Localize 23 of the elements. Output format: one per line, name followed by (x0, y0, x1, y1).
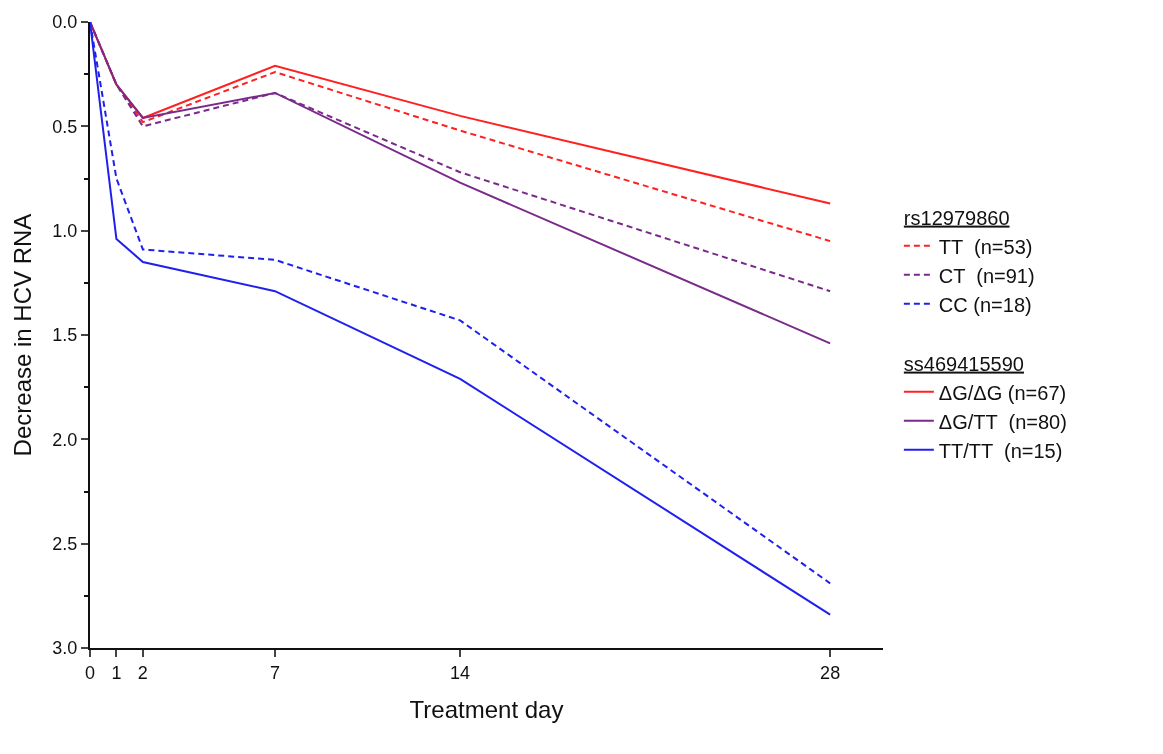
y-tick-label: 3.0 (52, 638, 78, 659)
legend-label: TT/TT (n=15) (938, 439, 1063, 462)
x-tick-label: 2 (137, 662, 148, 683)
y-axis-title: Decrease in HCV RNA (9, 213, 36, 457)
y-tick-label: 0.0 (52, 12, 78, 33)
x-tick-label: 7 (270, 662, 281, 683)
legend-label: ΔG/TT (n=80) (938, 410, 1067, 433)
legend-label: CT (n=91) (938, 264, 1035, 287)
x-tick-label: 1 (111, 662, 122, 683)
legend-label: ΔG/ΔG (n=67) (938, 381, 1067, 404)
y-tick-label: 2.5 (52, 533, 78, 554)
text: ss469415590 (903, 352, 1024, 375)
x-tick-label: 14 (450, 662, 471, 683)
y-tick-label: 1.0 (52, 220, 78, 241)
x-axis-title: Treatment day (409, 696, 564, 724)
legend-label: CC (n=18) (938, 293, 1032, 316)
legend-label: TT (n=53) (938, 235, 1033, 258)
x-tick-label: 28 (820, 662, 841, 683)
legend-title: rs12979860 (903, 206, 1010, 229)
y-tick-label: 0.5 (52, 116, 78, 137)
y-tick-label: 1.5 (52, 325, 78, 346)
x-tick-label: 0 (84, 662, 96, 683)
y-tick-label: 2.0 (52, 429, 78, 450)
